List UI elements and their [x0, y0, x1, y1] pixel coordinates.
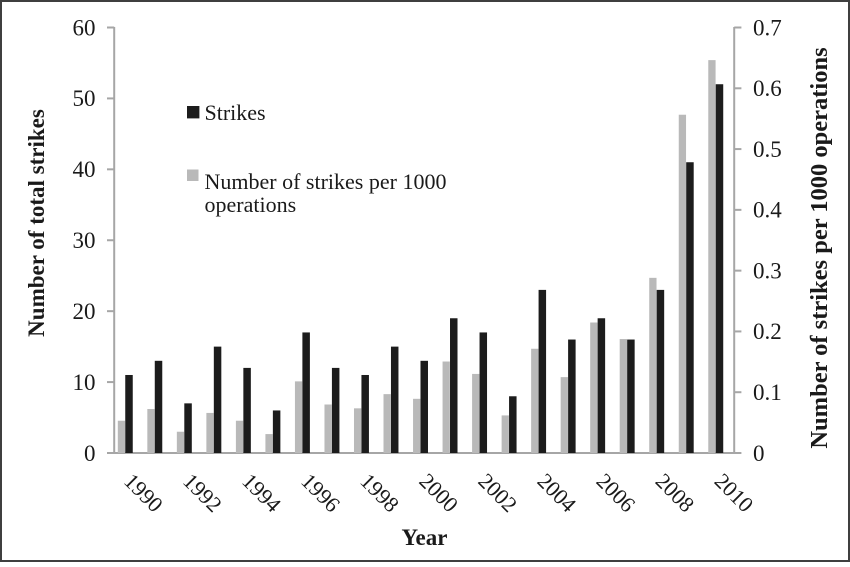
svg-text:10: 10 — [73, 370, 96, 395]
svg-text:0.6: 0.6 — [753, 76, 782, 101]
svg-text:operations: operations — [205, 192, 297, 217]
svg-text:0.2: 0.2 — [753, 319, 782, 344]
svg-text:0.4: 0.4 — [753, 198, 782, 223]
svg-text:Number of strikes per 1000 ope: Number of strikes per 1000 operations — [806, 47, 833, 448]
svg-text:0: 0 — [753, 441, 765, 466]
svg-text:Year: Year — [402, 525, 448, 550]
svg-text:Number of strikes per 1000: Number of strikes per 1000 — [205, 169, 447, 194]
svg-text:Strikes: Strikes — [205, 100, 266, 125]
svg-text:50: 50 — [73, 86, 96, 111]
svg-text:0: 0 — [84, 441, 96, 466]
svg-text:0.3: 0.3 — [753, 258, 782, 283]
svg-text:0.7: 0.7 — [753, 15, 782, 40]
svg-text:40: 40 — [73, 157, 96, 182]
svg-text:20: 20 — [73, 299, 96, 324]
svg-text:30: 30 — [73, 228, 96, 253]
svg-text:Number of total strikes: Number of total strikes — [24, 109, 49, 337]
svg-text:60: 60 — [73, 15, 96, 40]
svg-text:0.1: 0.1 — [753, 380, 782, 405]
svg-text:0.5: 0.5 — [753, 137, 782, 162]
